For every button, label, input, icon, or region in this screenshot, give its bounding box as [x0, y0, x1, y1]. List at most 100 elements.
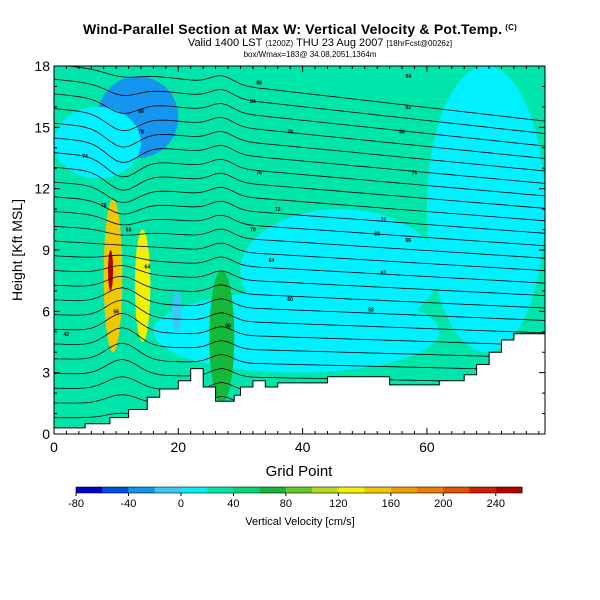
x-tick-label: 40 — [295, 439, 311, 455]
y-tick-label: 9 — [42, 242, 50, 258]
x-tick-label: 20 — [171, 439, 187, 455]
theta-contour — [54, 342, 545, 371]
colorbar-bin — [180, 487, 208, 493]
contour-label: 76 — [412, 170, 418, 176]
colorbar-tick-label: 0 — [178, 498, 184, 510]
colorbar-frame — [75, 486, 523, 494]
contour-label: 80 — [399, 129, 405, 135]
contour-label: 82 — [405, 105, 411, 111]
y-axis-label: Height [Kft MSL] — [9, 199, 25, 301]
theta-contour — [54, 240, 545, 272]
axes: 0 20 40 60 0 3 6 9 12 15 18 — [34, 58, 545, 455]
x-axis-label: Grid Point — [266, 463, 334, 480]
theta-contour — [54, 122, 545, 172]
contour-label: 80 — [138, 109, 144, 115]
chart-info-line: box/Wmax=183@ 34.08,2051,1364m — [243, 50, 377, 59]
y-tick-label: 15 — [34, 119, 50, 135]
colorbar-tick-label: 80 — [280, 498, 292, 510]
colorbar-bin — [443, 487, 471, 493]
field-updraft-2 — [209, 270, 235, 404]
field-downdraft-small — [172, 290, 182, 332]
colorbar-tick-label: -80 — [68, 498, 84, 510]
colorbar-bin — [417, 487, 444, 493]
contour-label: 76 — [256, 170, 262, 176]
field-mid-weak-sink — [240, 209, 440, 332]
y-tick-label: 18 — [34, 58, 50, 74]
field-updraft-core-1-max — [108, 250, 114, 291]
colorbar-tick-label: 120 — [329, 498, 347, 510]
contour-label: 68 — [126, 228, 132, 234]
colorbar-bin — [390, 487, 418, 493]
colorbar-bin — [102, 487, 129, 493]
contour-label: 66 — [405, 238, 411, 244]
contour-label: 58 — [368, 307, 374, 313]
chart-subtitle: Valid 1400 LST (1200Z) THU 23 Aug 2007 [… — [40, 37, 600, 50]
theta-contour — [54, 254, 545, 284]
contour-label: 84 — [405, 74, 411, 80]
y-tick-label: 12 — [34, 181, 50, 197]
theta-contour — [54, 137, 545, 184]
y-tick-label: 6 — [42, 303, 50, 319]
colorbar-tick-label: 40 — [227, 498, 239, 510]
contour-label: 56 — [113, 309, 119, 315]
colorbar-tick-label: 160 — [382, 498, 400, 510]
chart-title: Wind-Parallel Section at Max W: Vertical… — [0, 20, 600, 37]
contour-labels: 84 86 84 82 80 80 78 78 76 76 74 72 72 70 70 68 68 66 64 64… — [64, 74, 418, 338]
colorbar-tick-label: 200 — [434, 498, 452, 510]
contour-label: 70 — [101, 203, 107, 209]
y-tick-label: 3 — [42, 365, 50, 381]
theta-contour — [54, 181, 545, 222]
theta-contour — [54, 196, 545, 234]
theta-contour — [54, 265, 545, 296]
theta-contour — [54, 275, 545, 309]
colorbar-bin — [233, 487, 261, 493]
contour-label: 72 — [275, 207, 281, 213]
colorbar-bin — [285, 487, 313, 493]
colorbar-bin — [128, 487, 156, 493]
colorbar-bin — [207, 487, 234, 493]
theta-contour — [54, 287, 545, 321]
contour-label: 84 — [250, 99, 256, 105]
velocity-field — [54, 66, 545, 434]
theta-contour — [54, 327, 545, 359]
colorbar-bin — [495, 487, 523, 493]
subtitle-main: Valid 1400 LST — [187, 37, 263, 49]
theta-contour — [54, 225, 545, 259]
contour-label: 86 — [256, 80, 262, 86]
contour-label: 78 — [287, 129, 293, 135]
subtitle-code: (1200Z) — [265, 39, 294, 48]
field-right-weak-sink — [426, 66, 545, 353]
contour-label: 78 — [138, 129, 144, 135]
contour-label: 64 — [269, 258, 275, 264]
contour-label: 42 — [64, 332, 70, 338]
y-tick-label: 0 — [42, 426, 50, 442]
colorbar-bin — [76, 487, 103, 493]
contour-label: 72 — [381, 217, 387, 223]
theta-contour — [54, 167, 545, 209]
theta-contour — [54, 299, 545, 334]
title-mark: (C) — [505, 23, 517, 32]
field-upper-weak-sink — [54, 106, 142, 179]
contour-label: 62 — [381, 270, 387, 276]
colorbar: -80 -40 0 40 80 120 160 200 240 — [68, 486, 523, 510]
theta-contour — [54, 211, 545, 247]
x-tick-label: 0 — [50, 439, 58, 455]
theta-contour — [54, 93, 545, 147]
field-updraft-core-1 — [103, 198, 123, 353]
theta-contour — [54, 78, 545, 134]
contour-label: 64 — [144, 264, 150, 270]
colorbar-bin — [469, 487, 497, 493]
chart-title-text: Wind-Parallel Section at Max W: Vertical… — [83, 21, 503, 37]
contour-label: 68 — [374, 232, 380, 238]
colorbar-tick-label: -40 — [121, 498, 137, 510]
theta-contour — [64, 66, 545, 122]
x-tick-label: 60 — [419, 439, 435, 455]
colorbar-bin — [312, 487, 339, 493]
theta-contour — [54, 108, 545, 159]
colorbar-tick-label: 240 — [487, 498, 505, 510]
subtitle-date: THU 23 Aug 2007 — [296, 37, 384, 49]
colorbar-label: Vertical Velocity [cm/s] — [245, 516, 355, 528]
subtitle-fcst: [18hrFcst@0026z] — [386, 39, 453, 48]
contour-label: 50 — [225, 324, 231, 330]
